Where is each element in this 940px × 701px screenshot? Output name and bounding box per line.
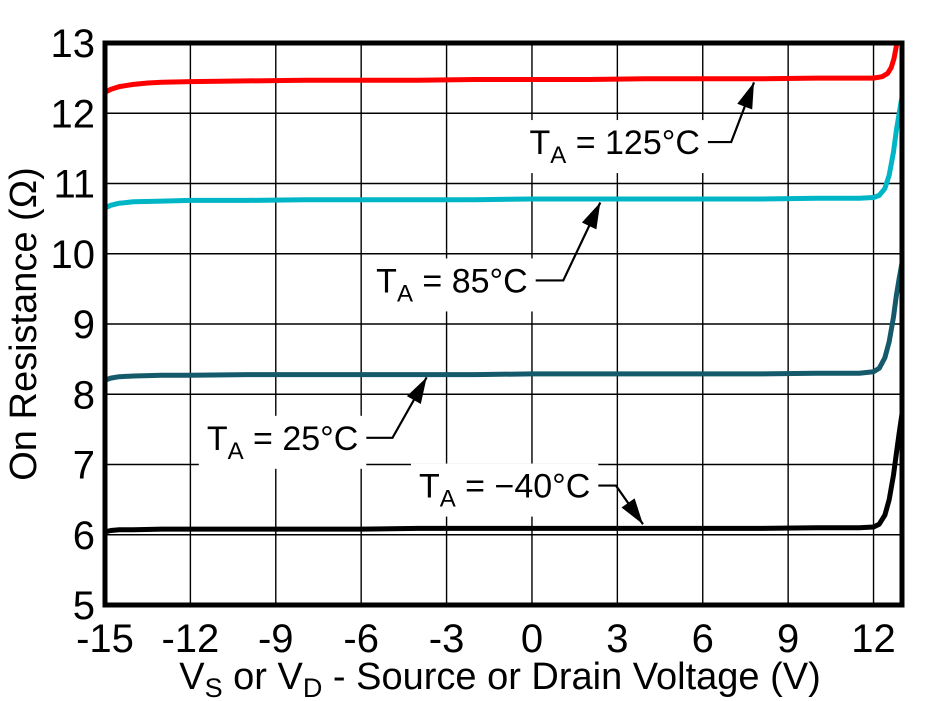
- x-tick-label: -9: [258, 617, 294, 661]
- tick-labels: -15 -12 -9 -6 -3 0 3 6 9 12 5 6 7 8 9 10 11 12 13: [51, 22, 896, 661]
- y-axis-title: On Resistance (Ω): [3, 167, 45, 481]
- annotation-arrowhead-ta-85c: [581, 202, 601, 230]
- curve-ta-25c: [105, 262, 902, 383]
- annotation-label-ta-minus40c: TA = −40°C: [419, 468, 590, 513]
- gridlines: [105, 43, 902, 605]
- annotation-ta-125c: TA = 125°C: [521, 120, 708, 174]
- x-tick-label: 9: [777, 617, 799, 661]
- y-tick-label: 13: [51, 22, 96, 66]
- curves: [105, 43, 902, 535]
- x-tick-label: 12: [851, 617, 896, 661]
- annotation-label-box: [521, 120, 708, 174]
- x-tick-label: -3: [429, 617, 465, 661]
- x-tick-label: 0: [521, 617, 543, 661]
- annotation-label-ta-25c: TA = 25°C: [207, 420, 359, 465]
- annotation-arrowhead-ta-25c: [406, 377, 427, 404]
- x-tick-label: -15: [76, 617, 134, 661]
- annotation-ta-minus40c: TA = −40°C: [410, 463, 599, 517]
- y-tick-label: 5: [73, 584, 95, 628]
- x-tick-label: 6: [692, 617, 714, 661]
- y-tick-label: 7: [73, 444, 95, 488]
- annotation-arrows: [366, 81, 756, 525]
- annotation-label-box: [368, 258, 536, 312]
- y-tick-label: 8: [73, 373, 95, 417]
- y-tick-label: 11: [53, 163, 95, 207]
- plot-frame: [102, 40, 905, 608]
- annotation-ta-25c: TA = 25°C: [198, 415, 367, 469]
- annotation-label-box: [410, 463, 599, 517]
- curve-ta-85c: [105, 97, 902, 211]
- annotation-arrowhead-ta-125c: [737, 82, 754, 110]
- x-tick-label: -12: [161, 617, 219, 661]
- y-tick-label: 9: [73, 303, 95, 347]
- annotation-arrowhead-ta-minus40c: [621, 498, 643, 525]
- annotations: TA = 125°C TA = 85°C TA = 25°C TA = −40°C: [198, 120, 708, 517]
- x-axis-title: VS or VD - Source or Drain Voltage (V): [179, 656, 821, 701]
- x-tick-label: 3: [606, 617, 628, 661]
- curve-ta-125c: [105, 43, 900, 95]
- annotation-label-ta-85c: TA = 85°C: [376, 262, 528, 307]
- annotation-label-ta-125c: TA = 125°C: [529, 124, 699, 169]
- annotation-leader-ta-85c: [535, 201, 602, 282]
- y-tick-label: 10: [51, 233, 96, 277]
- annotation-label-box: [198, 415, 367, 469]
- x-tick-label: -6: [343, 617, 379, 661]
- y-tick-label: 6: [73, 514, 95, 558]
- curve-ta-minus40c: [105, 413, 902, 535]
- y-tick-label: 12: [51, 92, 96, 136]
- annotation-ta-85c: TA = 85°C: [368, 258, 536, 312]
